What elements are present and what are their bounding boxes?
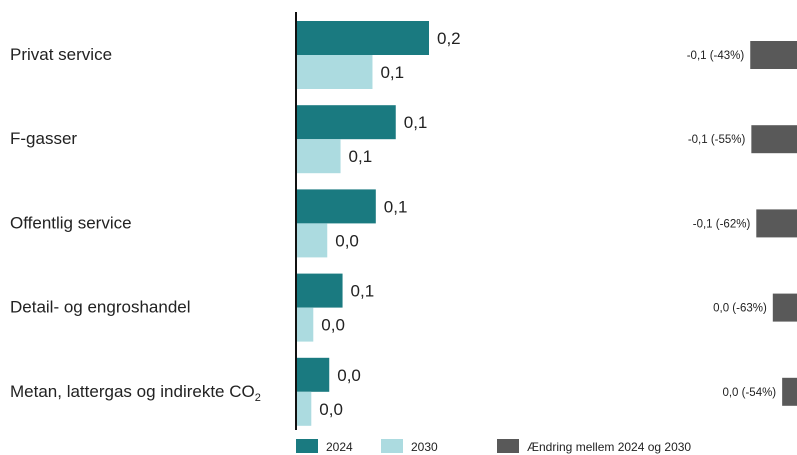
bars — [296, 21, 429, 426]
legend-swatch — [497, 439, 519, 453]
change-label: -0,1 (-62%) — [693, 218, 751, 230]
value-label-2030: 0,0 — [319, 400, 343, 419]
change-labels: -0,1 (-43%) -0,1 (-55%) -0,1 (-62%) 0,0 (-6… — [687, 50, 777, 399]
bar-2024 — [296, 189, 376, 224]
category-label: Privat service — [10, 45, 112, 64]
change-bars — [750, 41, 797, 406]
change-label: -0,1 (-43%) — [687, 50, 745, 62]
bar-2030 — [296, 55, 373, 89]
value-label-2024: 0,1 — [384, 197, 408, 216]
category-labels: Privat service F-gasser Offentlig service D… — [10, 45, 261, 404]
category-label: Metan, lattergas og indirekte CO2 — [10, 382, 261, 404]
bar-2030 — [296, 307, 314, 342]
legend-label: 2030 — [411, 440, 438, 454]
bar-2030 — [296, 223, 328, 258]
change-bar — [772, 293, 797, 322]
bar-2030 — [296, 391, 312, 426]
value-label-2030: 0,1 — [349, 147, 373, 166]
value-label-2030: 0,0 — [335, 231, 359, 250]
legend-swatch — [381, 439, 403, 453]
value-label-2030: 0,0 — [321, 316, 345, 335]
legend-label: Ændring mellem 2024 og 2030 — [527, 440, 691, 454]
category-label: Detail- og engroshandel — [10, 298, 191, 317]
bar-2030 — [296, 139, 341, 174]
bar-2024 — [296, 273, 343, 308]
value-label-2030: 0,1 — [380, 63, 404, 82]
value-label-2024: 0,2 — [437, 29, 461, 48]
change-label: -0,1 (-55%) — [688, 134, 746, 146]
change-label: 0,0 (-54%) — [722, 387, 776, 399]
change-bar — [782, 377, 797, 406]
change-label: 0,0 (-63%) — [713, 303, 767, 315]
bar-2024 — [296, 105, 396, 140]
category-label: F-gasser — [10, 129, 77, 148]
change-bar — [750, 41, 797, 69]
change-bar — [751, 125, 797, 154]
bar-2024 — [296, 21, 429, 55]
value-labels: 0,2 0,1 0,1 0,1 0,1 0,0 0,1 0,0 0,0 0,0 — [319, 29, 460, 419]
category-label: Offentlig service — [10, 213, 132, 232]
value-label-2024: 0,1 — [351, 282, 375, 301]
bar-2024 — [296, 357, 330, 392]
change-bar — [756, 209, 797, 238]
legend-swatch — [296, 439, 318, 453]
legend: 2024 2030 Ændring mellem 2024 og 2030 — [296, 439, 691, 454]
value-label-2024: 0,1 — [404, 113, 428, 132]
legend-label: 2024 — [326, 440, 353, 454]
value-label-2024: 0,0 — [337, 366, 361, 385]
